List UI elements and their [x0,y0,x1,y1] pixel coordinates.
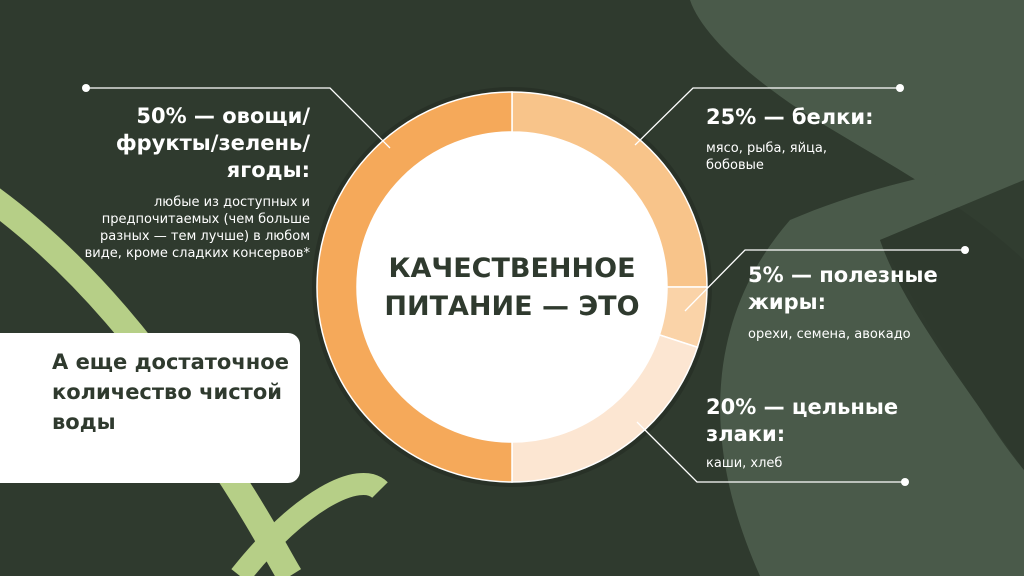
water-note-text: А еще достаточное количество чистой воды [52,350,289,434]
slice-detail-vegetables: любые из доступных и предпочитаемых (чем… [84,195,310,261]
leaf-shape [720,160,1024,576]
leader-dot [901,478,909,486]
green-arc [231,473,388,576]
leader-lines [86,87,965,483]
slice-label-fats: 5% — полезные жиры: [748,263,938,314]
donut-slice-3 [316,91,513,483]
donut-hole [357,132,667,442]
slice-detail-fats: орехи, семена, авокадо [748,327,911,342]
slice-detail-grains: каши, хлеб [706,456,783,471]
leader-dot [82,84,90,92]
leader-dot [961,246,969,254]
slice-label-grains: 20% — цельные злаки: [706,395,899,446]
leader-dot [896,84,904,92]
leaf-shape [880,180,1024,470]
donut-chart [316,91,708,483]
water-note-box: А еще достаточное количество чистой воды [0,333,300,483]
center-label: КАЧЕСТВЕННОЕ ПИТАНИЕ — ЭТО [384,253,640,322]
slice-detail-protein: мясо, рыба, яйца, бобовые [706,141,827,173]
slice-label-vegetables: 50% — овощи/ фрукты/зелень/ ягоды: [115,104,310,182]
slice-label-protein: 25% — белки: [706,105,874,129]
